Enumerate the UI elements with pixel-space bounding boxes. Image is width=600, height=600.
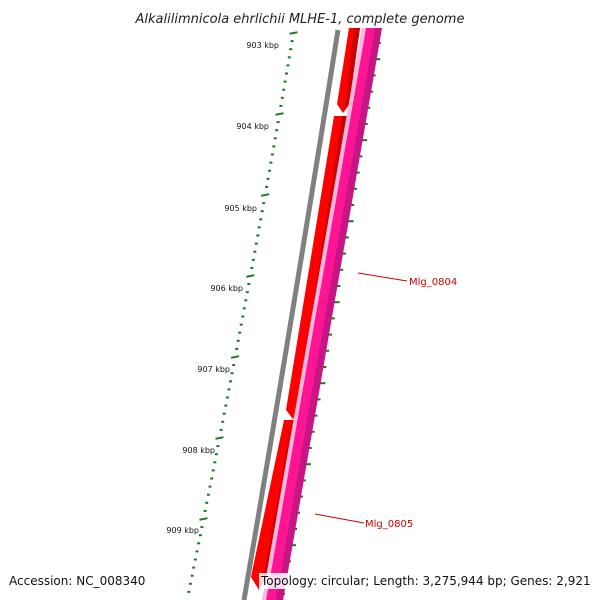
tick-label-904: 904 kbp	[236, 122, 269, 131]
major-tick	[199, 517, 208, 521]
gene-leader-line	[314, 513, 365, 524]
cds-track	[262, 28, 382, 600]
gene-label-mlg-0805[interactable]: Mlg_0805	[365, 519, 413, 530]
major-tick	[215, 436, 224, 440]
tick-label-909: 909 kbp	[166, 526, 199, 535]
backbone-ring	[241, 29, 341, 600]
tick-label-903: 903 kbp	[246, 41, 279, 50]
tick-label-908: 908 kbp	[182, 446, 215, 455]
major-tick	[230, 355, 240, 359]
map-title: Alkalilimnicola ehrlichii MLHE-1, comple…	[135, 12, 465, 27]
gene-leader-line	[357, 272, 408, 282]
major-tick	[275, 112, 284, 116]
tick-labels: 903 kbp 904 kbp 905 kbp 906 kbp 907 kbp …	[166, 41, 279, 535]
accession-text: Accession: NC_008340	[7, 573, 148, 589]
major-tick	[260, 193, 270, 197]
tick-label-906: 906 kbp	[210, 284, 243, 293]
gene-label-mlg-0804[interactable]: Mlg_0804	[409, 277, 457, 288]
major-tick	[246, 274, 255, 278]
gene-track	[251, 28, 360, 590]
major-tick	[289, 31, 298, 35]
tick-label-905: 905 kbp	[224, 204, 257, 213]
tick-label-907: 907 kbp	[197, 365, 230, 374]
topology-text: Topology: circular; Length: 3,275,944 bp…	[259, 573, 593, 589]
